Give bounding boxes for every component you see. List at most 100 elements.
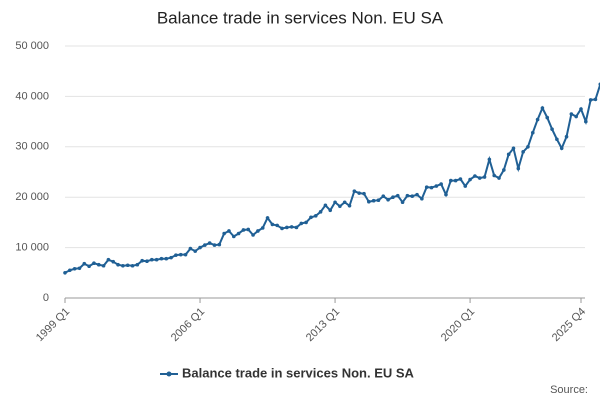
y-tick-label: 20 000 <box>15 191 49 203</box>
legend-label: Balance trade in services Non. EU SA <box>182 365 415 380</box>
point <box>164 256 169 261</box>
y-tick-label: 0 <box>43 292 49 304</box>
point <box>540 106 545 110</box>
point <box>77 266 82 271</box>
point <box>535 117 540 122</box>
point <box>231 234 236 239</box>
point <box>555 137 559 142</box>
point <box>299 221 304 226</box>
point <box>405 193 410 198</box>
point <box>530 130 535 135</box>
point <box>526 145 530 149</box>
point <box>511 146 516 151</box>
point <box>207 241 212 245</box>
point <box>280 226 284 231</box>
point <box>111 259 116 264</box>
point <box>458 177 463 181</box>
point <box>420 196 424 201</box>
point <box>588 98 593 102</box>
point <box>309 215 313 220</box>
point <box>400 200 405 205</box>
line <box>64 83 600 274</box>
point <box>376 198 381 203</box>
point <box>468 177 472 182</box>
point <box>434 184 439 188</box>
point <box>101 263 106 268</box>
point <box>82 261 87 266</box>
point <box>217 242 222 247</box>
point <box>265 216 270 220</box>
point <box>579 107 583 111</box>
point <box>429 185 434 190</box>
point <box>371 198 376 203</box>
point <box>270 222 275 227</box>
point <box>410 194 415 198</box>
point <box>550 127 554 131</box>
point <box>347 203 352 208</box>
point <box>212 243 217 247</box>
point <box>275 223 279 228</box>
chart-title: Balance trade in services Non. EU SA <box>157 8 444 27</box>
point <box>574 114 578 119</box>
point <box>256 229 260 233</box>
point <box>415 192 419 197</box>
point <box>72 266 77 271</box>
point <box>289 225 294 229</box>
point <box>318 210 323 214</box>
point <box>154 257 159 262</box>
point <box>135 262 140 267</box>
point <box>183 252 188 257</box>
point <box>304 220 308 225</box>
point <box>506 152 511 157</box>
point <box>106 257 111 262</box>
point <box>140 258 144 263</box>
point <box>444 192 448 197</box>
point <box>169 255 173 260</box>
point <box>391 195 395 199</box>
point <box>453 178 458 183</box>
point <box>564 134 569 139</box>
point <box>569 112 574 116</box>
point <box>150 257 154 262</box>
point <box>333 200 337 205</box>
point <box>227 229 231 233</box>
point <box>241 228 246 232</box>
point <box>260 226 265 230</box>
point <box>439 182 443 186</box>
point <box>342 200 347 205</box>
x-tick-label: 2013 Q1 <box>304 306 342 344</box>
point <box>357 191 361 195</box>
point <box>188 246 193 251</box>
point <box>130 263 135 268</box>
x-tick-label: 2006 Q1 <box>169 306 207 344</box>
point <box>492 173 496 178</box>
y-tick-label: 10 000 <box>15 242 49 254</box>
point <box>477 176 482 180</box>
point <box>96 262 101 267</box>
point <box>362 191 366 196</box>
point <box>545 115 550 120</box>
point <box>125 263 130 268</box>
point <box>178 252 183 257</box>
point <box>381 194 386 198</box>
point <box>424 185 429 189</box>
x-tick-label: 2025 Q4 <box>550 306 588 344</box>
legend-marker <box>166 371 172 377</box>
point <box>487 157 492 162</box>
point <box>198 245 202 250</box>
point <box>246 227 251 232</box>
point <box>323 203 328 208</box>
point <box>222 231 226 236</box>
y-tick-label: 30 000 <box>15 141 49 153</box>
point <box>121 263 125 268</box>
point <box>203 243 207 247</box>
point <box>63 271 67 275</box>
point <box>294 225 299 230</box>
point <box>386 197 390 202</box>
point <box>559 146 564 151</box>
point <box>313 214 318 218</box>
point <box>516 166 521 171</box>
point <box>159 256 164 261</box>
point <box>236 231 241 236</box>
